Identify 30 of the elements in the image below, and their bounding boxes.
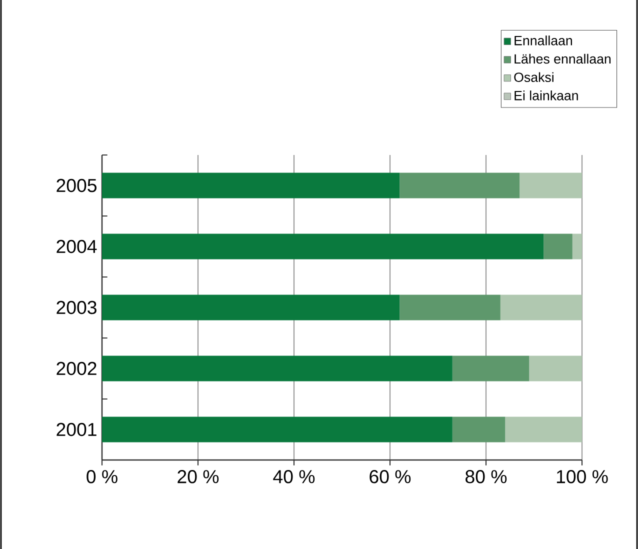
y-tick-label: 2001 [56, 422, 96, 436]
bar [452, 416, 506, 442]
x-tick-label: 20 % [178, 470, 219, 484]
bar [572, 234, 582, 260]
y-tick-label: 2002 [56, 362, 96, 376]
x-tick-label: 40 % [273, 470, 315, 484]
bar [400, 294, 500, 320]
bar [102, 356, 452, 382]
x-tick-label: 100 % [556, 470, 608, 484]
y-tick-label: 2003 [56, 300, 96, 314]
bar [102, 416, 452, 442]
y-tick-label: 2004 [56, 240, 97, 254]
bar [520, 172, 582, 198]
legend-label: Osaksi [514, 72, 554, 82]
bar [500, 294, 582, 320]
bar [102, 294, 400, 320]
bar [505, 416, 582, 442]
legend-label: Lähes ennallaan [514, 54, 611, 64]
x-tick-label: 60 % [370, 470, 411, 484]
bar [529, 356, 582, 382]
bar [544, 234, 572, 260]
legend-label: Ennallaan [514, 36, 572, 46]
bar [400, 172, 520, 198]
x-tick-label: 0 % [86, 470, 118, 484]
y-tick-label: 2005 [56, 178, 96, 192]
bar [102, 234, 544, 260]
x-tick-label: 80 % [466, 470, 507, 484]
bar [102, 172, 400, 198]
bar [452, 356, 530, 382]
legend-label: Ei lainkaan [514, 90, 578, 100]
